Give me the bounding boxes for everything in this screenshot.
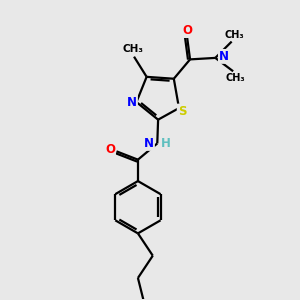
- Text: CH₃: CH₃: [123, 44, 144, 54]
- Text: CH₃: CH₃: [224, 30, 244, 40]
- Text: H: H: [161, 137, 170, 150]
- Text: N: N: [127, 96, 137, 109]
- Text: N: N: [219, 50, 229, 63]
- Text: CH₃: CH₃: [226, 73, 245, 83]
- Text: O: O: [105, 143, 115, 156]
- Text: O: O: [182, 24, 192, 37]
- Text: N: N: [144, 137, 154, 150]
- Text: S: S: [178, 105, 186, 118]
